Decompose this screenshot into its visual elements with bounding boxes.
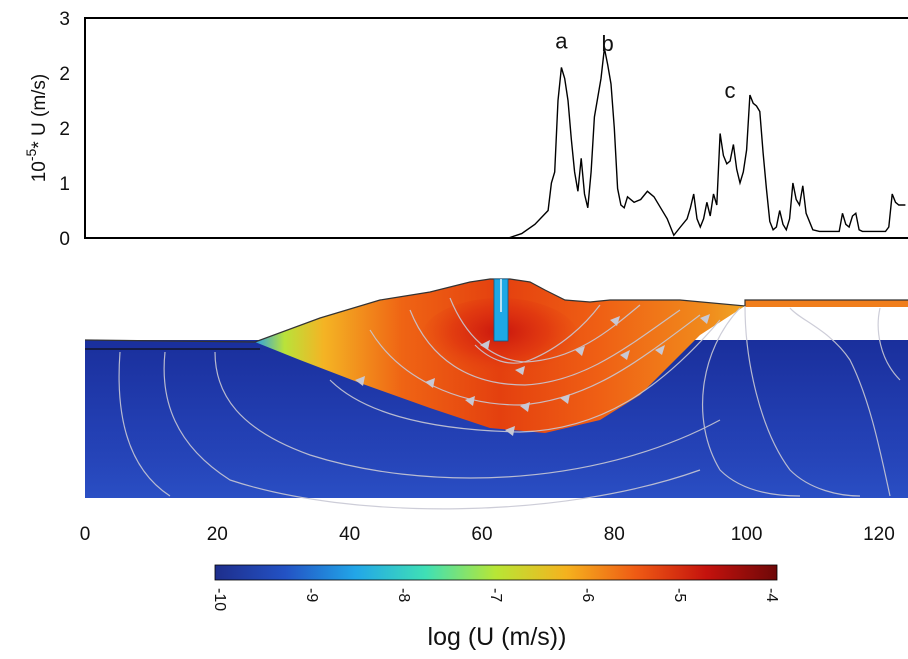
y-tick-label: 0 <box>59 229 70 250</box>
line-plot-frame <box>84 17 908 239</box>
peak-label-b: b <box>602 31 614 56</box>
streamline <box>789 307 891 497</box>
heatmap-panel: 0 20 40 60 80 100 120 <box>80 278 908 545</box>
x-tick-label: 40 <box>339 524 360 545</box>
x-tick-label: 20 <box>207 524 228 545</box>
x-tick-label: 0 <box>80 524 91 545</box>
surface-strip <box>745 300 908 307</box>
surface-outline <box>84 278 908 343</box>
colorbar-tick-label: -8 <box>395 588 412 602</box>
peak-annotations: a b c <box>555 28 735 103</box>
flow-arrow <box>700 314 710 324</box>
colorbar-tick-label: -9 <box>303 588 320 602</box>
y-tick-label: 3 <box>59 9 70 30</box>
colorbar: -10 -9 -8 -7 -6 -5 -4 log (U (m/s)) <box>211 564 780 651</box>
streamline <box>214 351 721 479</box>
y-axis-label-exponent: -5 <box>23 148 39 161</box>
flow-arrow <box>425 378 435 388</box>
streamlines <box>118 297 901 510</box>
y-tick-label: 2 <box>59 64 70 85</box>
colorbar-gradient <box>214 564 778 581</box>
streamline <box>877 307 901 381</box>
colorbar-tick-label: -7 <box>487 588 504 602</box>
streamline <box>744 305 861 497</box>
streamline <box>474 304 601 364</box>
heatmap-bottom-shade <box>85 430 908 498</box>
streamline <box>329 319 721 433</box>
flow-arrow <box>655 345 665 355</box>
line-plot: 012234 10-5* U (m/s) abc <box>23 9 908 250</box>
streamline <box>118 351 171 497</box>
flow-arrow <box>520 402 530 412</box>
streamline <box>702 307 801 497</box>
colorbar-ticks: -10 -9 -8 -7 -6 -5 -4 <box>211 588 780 611</box>
series-line <box>508 48 906 239</box>
colorbar-tick-label: -5 <box>671 588 688 602</box>
y-axis-ticks: 012234 <box>59 9 70 250</box>
flow-arrow <box>480 340 490 350</box>
x-tick-label: 100 <box>731 524 763 545</box>
flow-arrow <box>620 350 630 360</box>
streamline <box>409 309 681 386</box>
colorbar-tick-label: -6 <box>579 588 596 602</box>
streamline <box>369 314 701 406</box>
flow-arrows <box>355 314 710 436</box>
flow-arrow <box>355 376 365 386</box>
flow-arrow <box>465 396 475 406</box>
colorbar-title: log (U (m/s)) <box>428 623 567 651</box>
peak-label-a: a <box>555 28 568 53</box>
colorbar-tick-label: -4 <box>763 588 780 602</box>
streamline <box>163 351 701 510</box>
x-tick-label: 80 <box>604 524 625 545</box>
y-tick-label: 2 <box>59 119 70 140</box>
y-tick-label: 1 <box>59 174 70 195</box>
peak-label-c: c <box>725 78 736 103</box>
flow-arrow <box>575 346 585 356</box>
flow-arrow <box>515 366 525 375</box>
colorbar-tick-label: -10 <box>211 588 228 611</box>
y-axis-label-rest: * U (m/s) <box>29 74 50 149</box>
flow-arrow <box>560 394 570 404</box>
flow-arrow <box>505 426 515 436</box>
x-axis-ticks: 0 20 40 60 80 100 120 <box>80 524 895 545</box>
x-tick-label: 60 <box>471 524 492 545</box>
y-axis-label: 10-5* U (m/s) <box>23 74 50 183</box>
flow-arrow <box>610 316 620 326</box>
x-tick-label: 120 <box>863 524 895 545</box>
